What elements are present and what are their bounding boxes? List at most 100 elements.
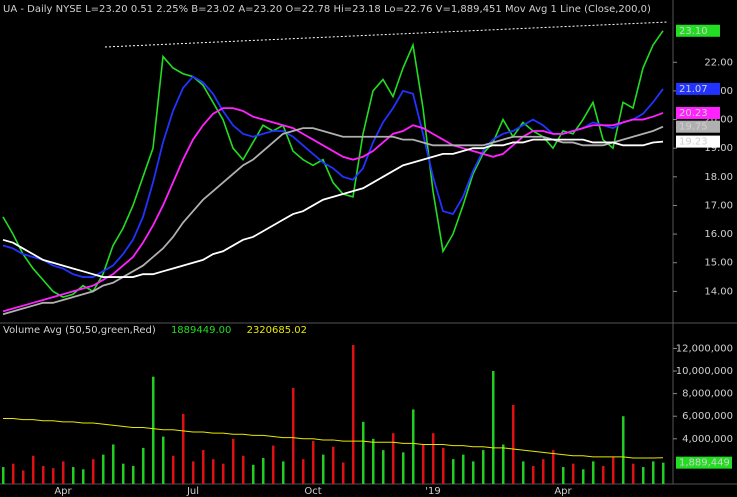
volume-bar: [62, 461, 65, 484]
volume-bar: [462, 454, 465, 484]
volume-bar: [302, 459, 305, 484]
last-value-box: [676, 135, 720, 148]
y-tick-label: 8,000,000: [682, 389, 733, 400]
volume-bar: [412, 409, 415, 484]
y-tick-label: 4,000,000: [682, 434, 733, 445]
volume-bar: [592, 461, 595, 484]
average: 2320685.02: [247, 325, 307, 336]
last-value-box: [676, 24, 720, 37]
y-tick-label: 12,000,000: [676, 343, 733, 354]
symbol: UA - Daily: [3, 4, 53, 15]
volume-bar: [662, 462, 665, 484]
last-value-label: 23.10: [679, 26, 708, 37]
volume-bar: [142, 447, 145, 484]
y-tick-label: 17.00: [704, 200, 733, 211]
low: Lo=22.76: [384, 4, 433, 15]
x-tick-label: Jul: [186, 486, 199, 497]
open: O=22.78: [285, 4, 330, 15]
volume-bar: [2, 467, 5, 484]
volume-bar: [152, 376, 155, 484]
series-line: [2, 138, 664, 278]
volume-bar: [92, 459, 95, 484]
header: UA - Daily NYSE L=23.20 0.51 2.25% B=23.…: [3, 4, 651, 15]
volume-bar: [282, 461, 285, 484]
volume-bar: [552, 450, 555, 484]
volume-bar: [312, 441, 315, 484]
volume-bar: [652, 461, 655, 484]
last-value-label: 21.07: [679, 84, 708, 95]
volume-bar: [452, 459, 455, 484]
last-value-label: 19.23: [679, 137, 708, 148]
x-tick-label: Oct: [304, 486, 321, 497]
volume-bar: [582, 469, 585, 484]
volume-bar: [82, 469, 85, 484]
volume-bar: [382, 450, 385, 484]
volume-bar: [432, 433, 435, 484]
last: L=23.20: [85, 4, 128, 15]
last-value-label: 20.23: [679, 108, 708, 119]
volume-bar: [402, 452, 405, 484]
last-value-box: [676, 120, 720, 133]
volume-bar: [122, 463, 125, 484]
x-tick-label: '19: [425, 486, 440, 497]
bid: B=23.02: [191, 4, 235, 15]
volume-bar: [12, 463, 15, 484]
volume: V=1,889,451: [436, 4, 502, 15]
volume-bar: [502, 444, 505, 484]
series-line: [2, 107, 664, 313]
y-tick-label: 16.00: [704, 229, 733, 240]
y-tick-label: 19.00: [704, 143, 733, 154]
volume-bar: [32, 455, 35, 484]
volume-bar: [472, 461, 475, 484]
volume-bar: [202, 450, 205, 484]
volume-bar: [352, 345, 355, 484]
volume-bar: [192, 461, 195, 484]
y-tick-label: 10,000,000: [676, 366, 733, 377]
volume-bar: [542, 459, 545, 484]
volume-bar: [102, 454, 105, 484]
volume-bar: [522, 461, 525, 484]
volume-bar: [342, 462, 345, 484]
volume-bar: [362, 421, 365, 484]
volume-bar: [332, 446, 335, 484]
volume-bar: [52, 468, 55, 484]
volume-bar: [602, 465, 605, 484]
volume-bar: [182, 413, 185, 484]
volume-bar: [642, 467, 645, 484]
volume-bar: [512, 404, 515, 484]
volume-bar: [322, 454, 325, 484]
last-value-label: 19.75: [679, 122, 708, 133]
volume-bar: [72, 467, 75, 484]
volume-bar: [222, 463, 225, 484]
volume-bar: [172, 455, 175, 484]
last-value-label: 1,889,449: [679, 458, 730, 469]
volume-bar: [482, 450, 485, 484]
y-tick-label: 15.00: [704, 258, 733, 269]
volume-bar: [572, 463, 575, 484]
volume-bar: [372, 438, 375, 484]
volume-bar: [242, 455, 245, 484]
volume-bar: [232, 438, 235, 484]
study: Volume Avg (50,50,green,Red): [3, 325, 156, 336]
volume-bar: [612, 456, 615, 484]
series-line: [2, 30, 664, 298]
volume-bar: [632, 463, 635, 484]
high: Hi=23.18: [333, 4, 380, 15]
y-tick-label: 14.00: [704, 286, 733, 297]
pct: 2.25%: [156, 4, 188, 15]
volume-bar: [422, 444, 425, 484]
last-value-box: [676, 456, 732, 469]
last-value-box: [676, 82, 720, 95]
volume-bar: [532, 465, 535, 484]
volume-bar: [112, 444, 115, 484]
x-tick-label: Apr: [554, 486, 572, 497]
volume-bar: [272, 445, 275, 484]
volume-header: Volume Avg (50,50,green,Red) 1889449.00 …: [3, 325, 307, 336]
volume-bar: [292, 387, 295, 484]
y-tick-label: 22.00: [704, 57, 733, 68]
y-tick-label: 18.00: [704, 172, 733, 183]
volume: 1889449.00: [171, 325, 231, 336]
y-tick-label: 6,000,000: [682, 411, 733, 422]
